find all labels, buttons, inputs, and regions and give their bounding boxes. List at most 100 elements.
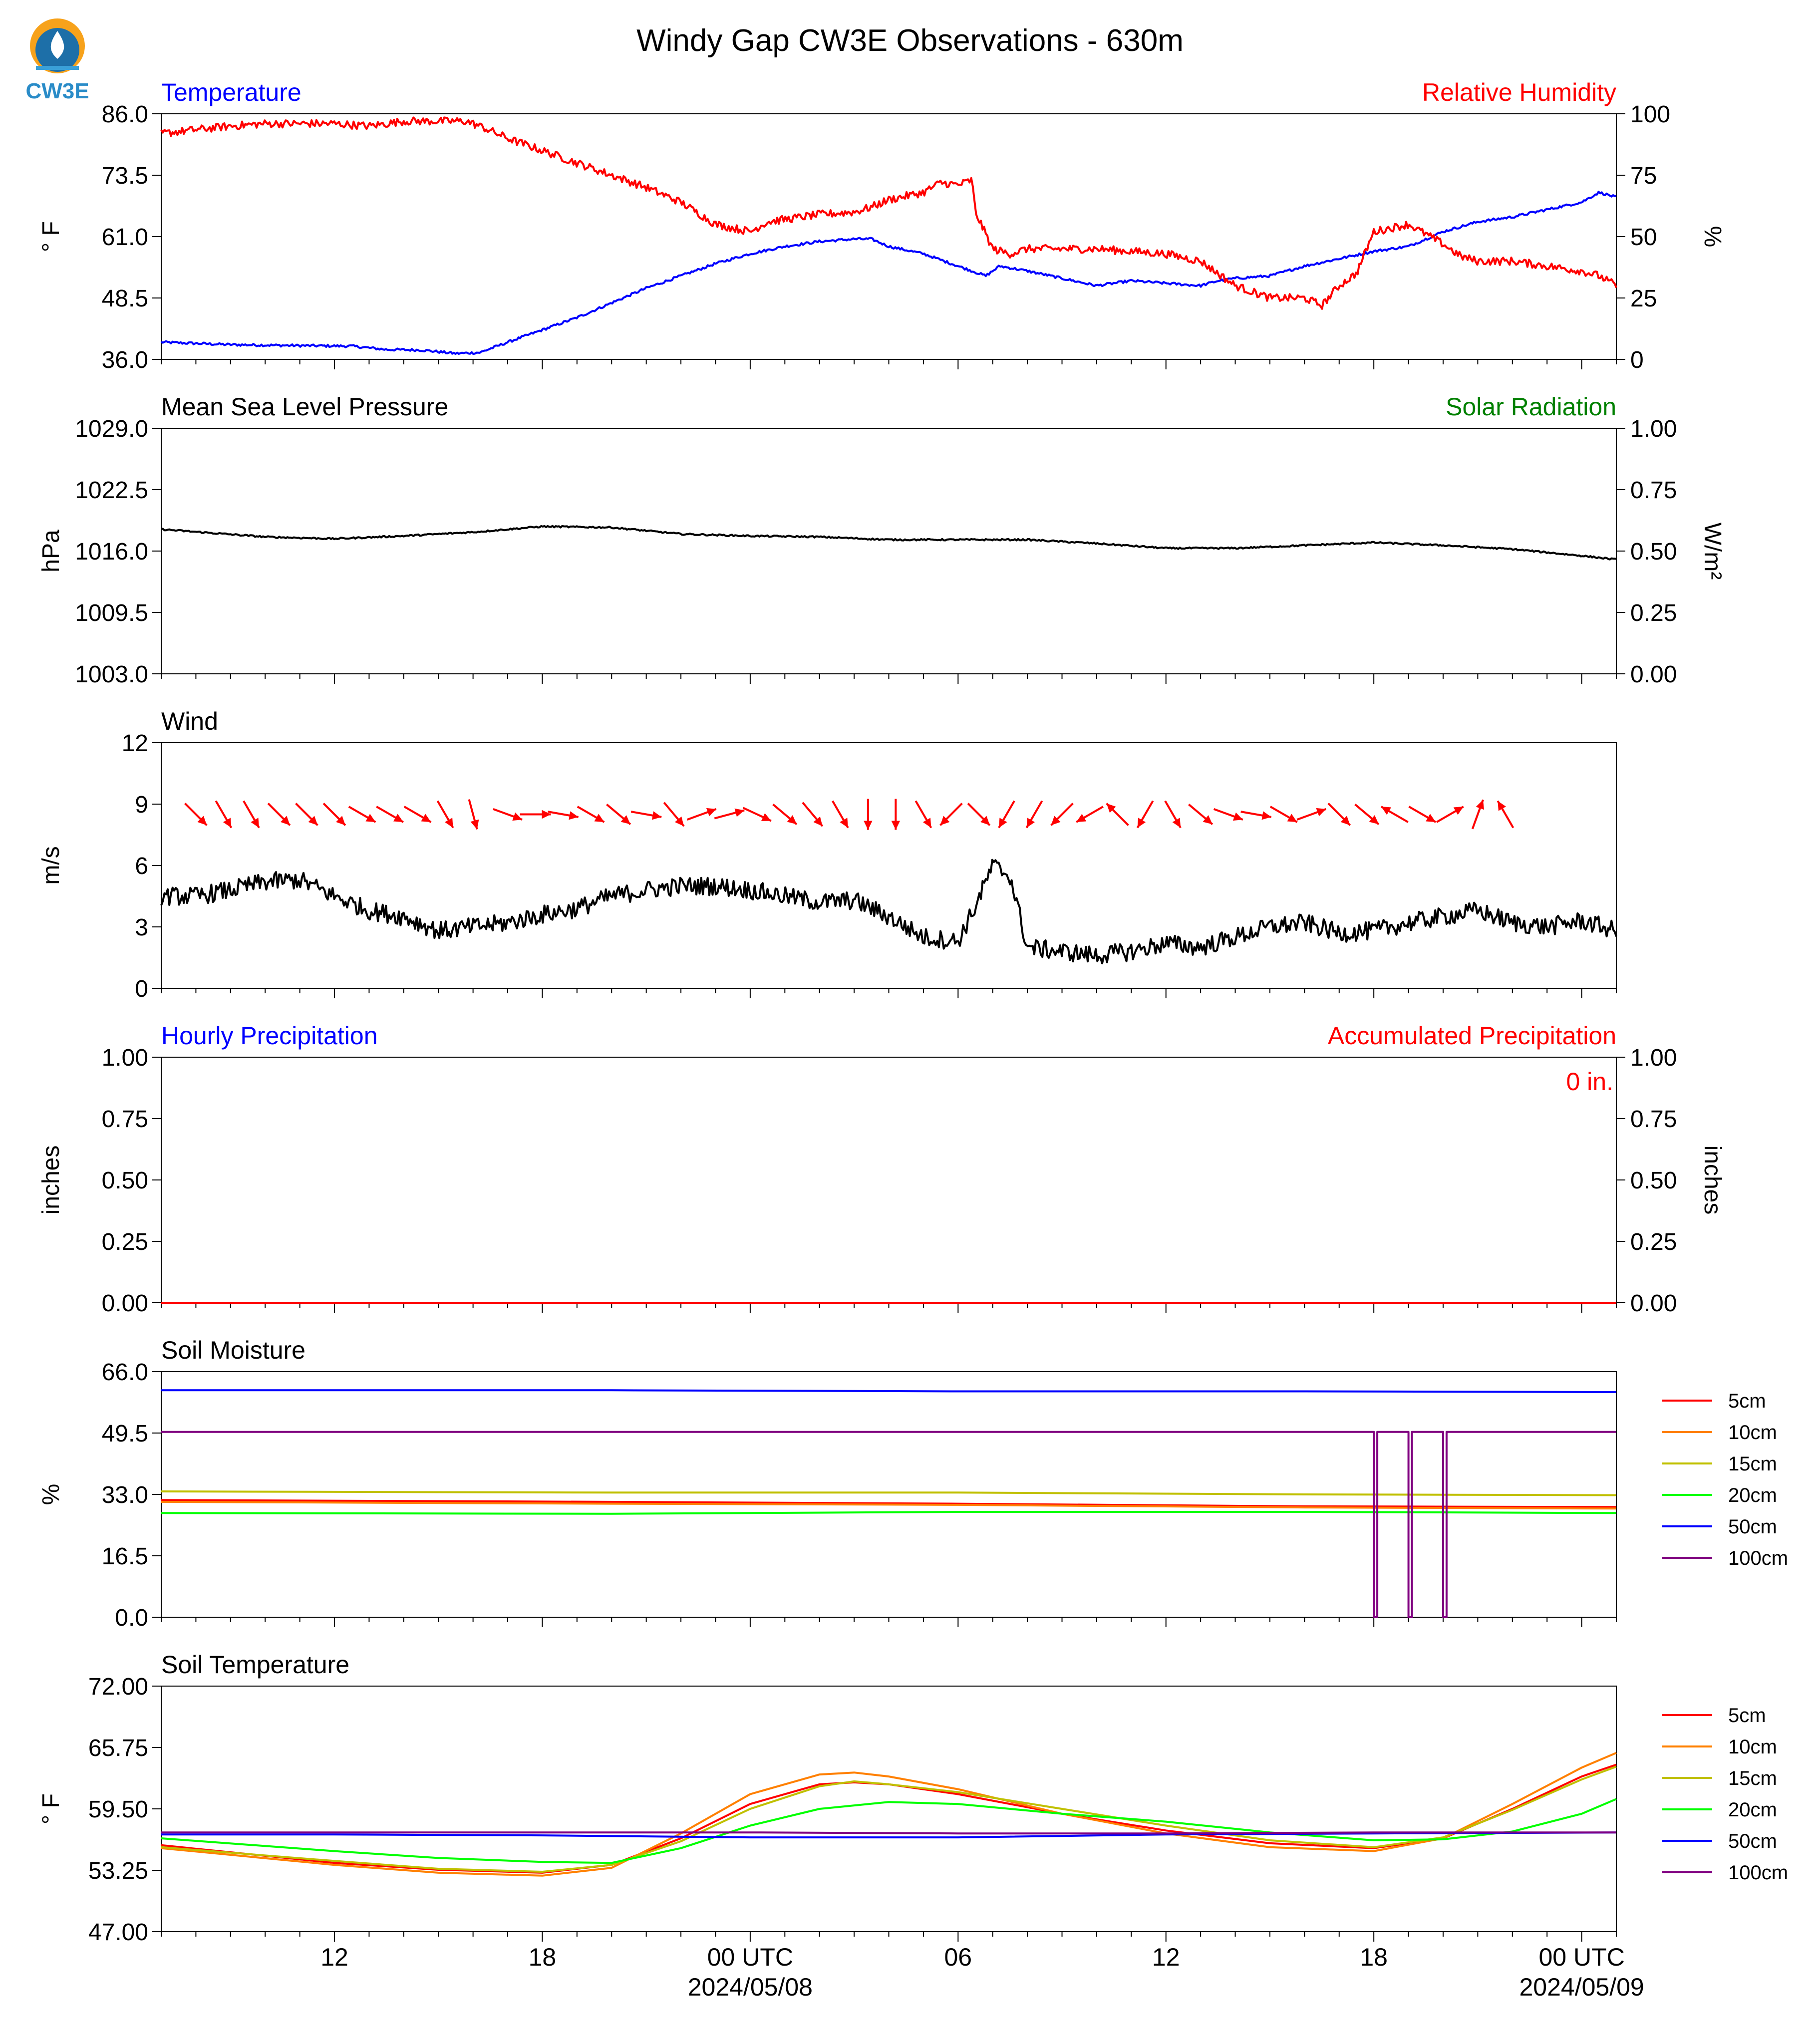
wind-arrow-head — [1476, 800, 1484, 810]
series-line-50cm — [161, 1831, 1617, 1839]
legend-label: 20cm — [1728, 1484, 1777, 1506]
cw3e-logo: CW3E — [25, 18, 89, 103]
wind-direction-arrow — [1213, 808, 1243, 821]
series-line-20cm — [161, 1798, 1617, 1864]
legend-label: 10cm — [1728, 1736, 1777, 1758]
y-tick-label-right: 0.25 — [1630, 1229, 1677, 1255]
y-tick-label-left: 0.00 — [102, 1290, 148, 1317]
wind-arrow-head — [1381, 807, 1391, 815]
wind-direction-arrow — [1436, 806, 1464, 823]
wind-arrow-head — [891, 821, 901, 830]
wind-direction-arrow — [493, 808, 523, 821]
wind-arrow-head — [512, 812, 523, 821]
wind-arrow-head — [393, 814, 403, 822]
y-tick-label-right: 100 — [1630, 101, 1670, 128]
y-tick-label-left: 47.00 — [88, 1919, 148, 1946]
y-tick-label-right: 0.00 — [1630, 661, 1677, 688]
wind-arrow-head — [197, 816, 207, 826]
wind-direction-arrow — [436, 800, 454, 829]
logo-drop-icon — [50, 31, 64, 59]
panel-soil_moisture: Soil Moisture 0.0 16.5 33.0 49.5 66.0% 5cm 10cm… — [38, 1336, 1788, 1631]
wind-direction-arrow — [914, 800, 932, 829]
y-tick-label-left: 36.0 — [102, 347, 148, 373]
wind-arrow-head — [734, 808, 745, 817]
wind-arrow-head — [1453, 807, 1464, 815]
y-tick-label-right: 0.75 — [1630, 1106, 1677, 1133]
y-tick-label-right: 0.25 — [1630, 600, 1677, 626]
y-axis-label-left: inches — [38, 1146, 64, 1215]
wind-direction-arrow — [184, 803, 208, 826]
series-line-100cm — [161, 1431, 1616, 1618]
accumulated-precip-total: 0 in. — [1566, 1068, 1613, 1096]
legend-label: 100cm — [1728, 1862, 1788, 1884]
y-tick-label-right: 0 — [1630, 347, 1644, 373]
panel-left-title: Soil Moisture — [161, 1336, 305, 1364]
wind-arrow-head — [1232, 812, 1243, 821]
x-tick-label: 18 — [1360, 1943, 1388, 1971]
wind-arrow-head — [940, 816, 950, 826]
wind-direction-arrow — [1025, 800, 1043, 829]
wind-direction-arrow — [967, 803, 991, 826]
y-tick-label-left: 65.75 — [88, 1735, 148, 1761]
wind-arrow-head — [1137, 818, 1146, 828]
wind-arrow-head — [620, 815, 630, 825]
y-tick-label-right: 75 — [1630, 163, 1657, 189]
y-tick-label-left: 0 — [135, 976, 148, 1002]
legend-label: 20cm — [1728, 1799, 1777, 1821]
wind-direction-arrow — [520, 810, 551, 819]
y-tick-label-left: 53.25 — [88, 1858, 148, 1884]
panel-right-title: Solar Radiation — [1446, 393, 1616, 421]
x-tick-label: 12 — [1152, 1943, 1180, 1971]
wind-arrow-head — [281, 816, 290, 826]
series-line-100cm — [161, 1831, 1616, 1835]
wind-direction-arrow — [891, 799, 901, 830]
wind-direction-arrow — [215, 800, 233, 829]
y-tick-label-left: 1022.5 — [75, 477, 148, 504]
y-axis-label-right: inches — [1699, 1146, 1726, 1215]
y-tick-label-left: 6 — [135, 853, 148, 879]
wind-direction-arrow — [322, 803, 346, 826]
legend-label: 5cm — [1728, 1705, 1766, 1727]
wind-arrow-head — [1287, 814, 1297, 822]
wind-arrow-head — [980, 816, 990, 826]
wind-arrow-head — [308, 816, 318, 826]
wind-arrow-head — [706, 808, 716, 817]
wind-arrow-head — [1106, 803, 1116, 813]
y-tick-label-left: 1029.0 — [75, 416, 148, 442]
wind-direction-arrow — [630, 811, 662, 820]
y-tick-label-left: 86.0 — [102, 101, 148, 128]
y-axis-label-left: % — [38, 1484, 64, 1505]
wind-arrow-head — [1316, 808, 1326, 817]
wind-direction-arrow — [663, 802, 685, 827]
y-tick-label-right: 25 — [1630, 286, 1657, 312]
wind-direction-arrow — [772, 804, 798, 825]
wind-direction-arrow — [864, 799, 873, 830]
wind-direction-arrow — [1164, 800, 1182, 829]
y-tick-label-right: 0.50 — [1630, 1167, 1677, 1194]
wind-direction-arrow — [243, 800, 260, 829]
y-tick-label-left: 59.50 — [88, 1796, 148, 1823]
series-line-wind_speed — [160, 859, 1617, 964]
y-tick-label-left: 0.0 — [115, 1605, 148, 1631]
panel-temperature_humidity: Temperature Relative Humidity 36.0 48.5 61.0… — [38, 78, 1726, 373]
wind-arrow-head — [1426, 814, 1436, 822]
legend-label: 100cm — [1728, 1547, 1788, 1569]
wind-direction-arrow — [577, 806, 605, 823]
y-tick-label-right: 0.75 — [1630, 477, 1677, 504]
wind-arrow-head — [1498, 801, 1506, 811]
wind-direction-arrow — [832, 800, 849, 829]
y-tick-label-right: 0.50 — [1630, 539, 1677, 565]
legend-label: 50cm — [1728, 1516, 1777, 1538]
wind-arrow-head — [674, 816, 684, 827]
x-tick-label: 00 UTC — [1538, 1943, 1624, 1971]
figure-title: Windy Gap CW3E Observations - 630m — [636, 23, 1184, 58]
wind-arrow-head — [336, 816, 345, 826]
y-tick-label-left: 0.25 — [102, 1229, 148, 1255]
legend-label: 15cm — [1728, 1453, 1777, 1475]
y-axis-label-right: W/m² — [1699, 523, 1726, 580]
wind-arrow-head — [569, 811, 579, 820]
series-line-pressure — [161, 525, 1617, 561]
